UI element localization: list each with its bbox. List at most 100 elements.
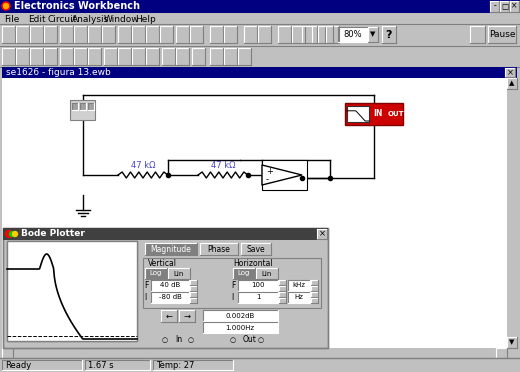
Bar: [168, 268, 190, 279]
Bar: [190, 292, 197, 297]
Text: Window: Window: [104, 15, 140, 23]
Bar: [2, 26, 15, 43]
Bar: [241, 243, 271, 255]
Text: 80%: 80%: [344, 30, 362, 39]
Bar: [146, 48, 159, 65]
Bar: [279, 286, 286, 291]
Bar: [44, 48, 57, 65]
Circle shape: [12, 231, 18, 237]
Bar: [288, 292, 310, 303]
Bar: [288, 280, 310, 291]
Polygon shape: [262, 165, 302, 185]
Bar: [7, 241, 137, 341]
Bar: [0, 24, 520, 46]
Bar: [118, 26, 131, 43]
Bar: [488, 26, 516, 43]
Bar: [0, 358, 520, 372]
Bar: [88, 103, 94, 110]
Bar: [145, 243, 197, 255]
Bar: [311, 286, 318, 291]
Bar: [80, 103, 86, 110]
Text: Horizontal: Horizontal: [233, 259, 272, 267]
Bar: [224, 26, 237, 43]
Bar: [312, 26, 325, 43]
Bar: [505, 68, 515, 77]
Text: Pause: Pause: [489, 30, 515, 39]
Text: ×: ×: [511, 1, 518, 10]
Text: Ready: Ready: [5, 360, 31, 369]
Bar: [132, 26, 145, 43]
Text: Analysis: Analysis: [72, 15, 109, 23]
Bar: [510, 1, 519, 12]
Text: ▲: ▲: [509, 80, 515, 86]
Bar: [317, 229, 327, 239]
Bar: [16, 48, 29, 65]
Bar: [143, 258, 321, 308]
Text: Bode Plotter: Bode Plotter: [21, 230, 85, 238]
Text: 1: 1: [256, 294, 260, 300]
Bar: [258, 26, 271, 43]
Text: -: -: [493, 1, 496, 10]
Bar: [470, 26, 485, 43]
Bar: [2, 360, 82, 370]
Text: -80 dB: -80 dB: [159, 294, 181, 300]
Text: Circuit: Circuit: [48, 15, 77, 23]
Text: Phase: Phase: [207, 244, 230, 253]
Bar: [224, 48, 237, 65]
Text: kHz: kHz: [292, 282, 306, 288]
Circle shape: [6, 231, 12, 237]
Bar: [3, 228, 328, 348]
Bar: [311, 292, 318, 297]
Bar: [190, 26, 203, 43]
Bar: [338, 27, 368, 42]
Bar: [507, 78, 517, 348]
Bar: [318, 26, 333, 43]
Text: 47 kΩ: 47 kΩ: [131, 160, 155, 170]
Bar: [44, 26, 57, 43]
Bar: [279, 292, 286, 297]
Bar: [382, 26, 396, 43]
Bar: [176, 26, 189, 43]
Bar: [507, 78, 517, 89]
Text: Out: Out: [243, 336, 257, 344]
Bar: [311, 298, 318, 303]
Text: ○: ○: [230, 337, 236, 343]
Text: □: □: [501, 1, 508, 10]
Text: Help: Help: [135, 15, 156, 23]
Bar: [2, 348, 507, 358]
Bar: [30, 26, 43, 43]
Text: ▼: ▼: [370, 32, 375, 38]
Bar: [302, 26, 317, 43]
Bar: [279, 298, 286, 303]
Bar: [203, 310, 278, 321]
Bar: [210, 26, 223, 43]
Text: I: I: [144, 292, 146, 301]
Bar: [70, 100, 95, 120]
Bar: [160, 26, 173, 43]
Bar: [2, 48, 15, 65]
Bar: [500, 1, 509, 12]
Bar: [238, 292, 278, 303]
Text: Save: Save: [246, 244, 265, 253]
Bar: [278, 26, 291, 43]
Bar: [368, 27, 378, 42]
Bar: [74, 26, 87, 43]
Bar: [190, 286, 197, 291]
Bar: [190, 298, 197, 303]
Text: 40 dB: 40 dB: [160, 282, 180, 288]
Bar: [151, 292, 189, 303]
Text: Magnitude: Magnitude: [151, 244, 191, 253]
Bar: [102, 26, 115, 43]
Text: ○: ○: [162, 337, 168, 343]
Bar: [176, 48, 189, 65]
Text: File: File: [4, 15, 19, 23]
Text: In: In: [175, 336, 182, 344]
Bar: [496, 348, 507, 358]
Bar: [104, 48, 117, 65]
Text: F: F: [144, 280, 148, 289]
Bar: [30, 48, 43, 65]
Bar: [60, 48, 73, 65]
Text: 1.000Hz: 1.000Hz: [226, 324, 255, 330]
Circle shape: [9, 231, 15, 237]
Bar: [203, 322, 278, 333]
